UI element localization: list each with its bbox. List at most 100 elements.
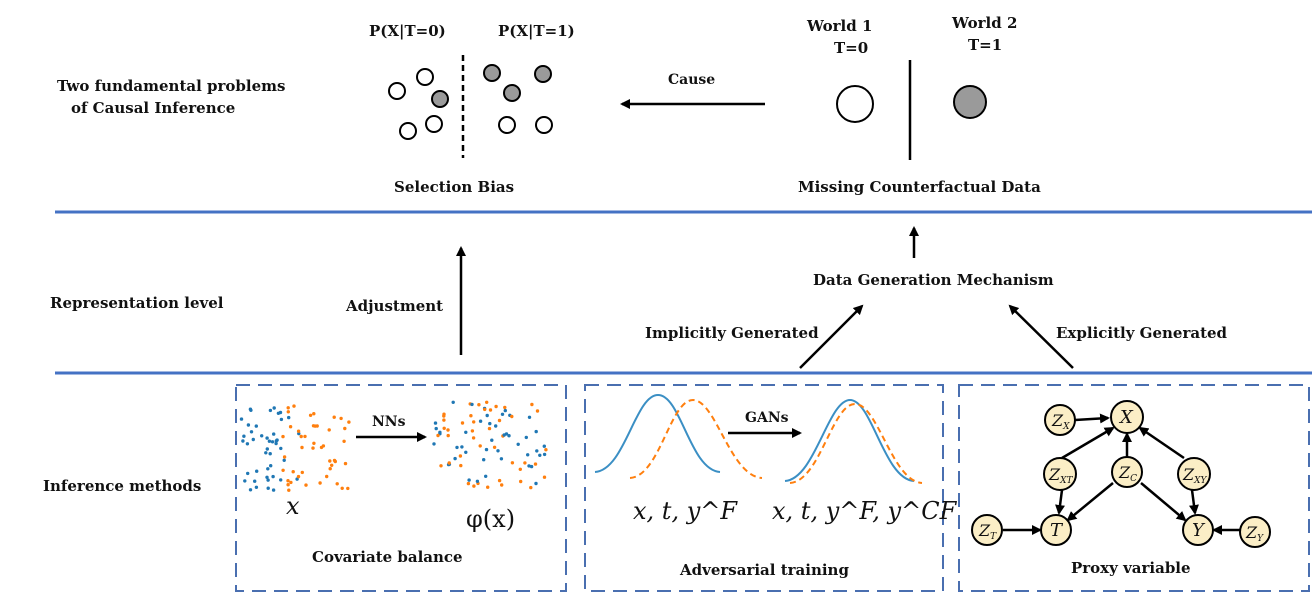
math-xty-f-cf: x, t, y^F, y^CF <box>772 497 957 525</box>
scatter-dot-blue <box>271 488 276 492</box>
scatter-dot-orange <box>300 470 304 475</box>
scatter-dot-orange <box>339 416 343 421</box>
proxy-box <box>958 384 1310 592</box>
scatter-dot-blue <box>542 452 547 457</box>
proxy-graph-nodes <box>971 400 1271 548</box>
scatter-original <box>239 404 351 492</box>
scatter-dot-blue <box>485 413 489 418</box>
scatter-dot-blue <box>266 486 270 490</box>
scatter-dot-blue <box>516 442 520 446</box>
scatter-dot-blue <box>524 435 528 440</box>
scatter-dot-orange <box>523 461 527 465</box>
scatter-dot-blue <box>269 464 273 468</box>
implicit-label: Implicitly Generated <box>645 324 819 342</box>
scatter-dot-blue <box>254 485 259 489</box>
scatter-dot-blue <box>451 400 455 404</box>
adversarial-box <box>584 384 944 592</box>
scatter-dot-blue <box>268 408 273 413</box>
scatter-dot-blue <box>279 417 284 422</box>
scatter-dot-blue <box>243 479 247 483</box>
scatter-dot-blue <box>245 442 250 446</box>
scatter-dot-orange <box>542 475 547 479</box>
scatter-dot-orange <box>299 434 303 439</box>
explicit-label: Explicitly Generated <box>1056 324 1228 342</box>
counterfactual-caption: Missing Counterfactual Data <box>798 178 1041 196</box>
scatter-dot-orange <box>286 410 290 414</box>
scatter-dot-blue <box>534 429 538 434</box>
scatter-dot-blue <box>276 411 281 415</box>
scatter-dot-orange <box>343 426 347 431</box>
control-circle <box>416 68 434 86</box>
scatter-dot-blue <box>433 421 438 425</box>
scatter-dot-blue <box>488 421 492 426</box>
scatter-dot-blue <box>499 457 504 461</box>
proxy-caption: Proxy variable <box>1071 559 1191 577</box>
scatter-dot-orange <box>447 461 451 465</box>
scatter-dot-blue <box>279 446 283 451</box>
scatter-dot-orange <box>286 479 290 483</box>
scatter-dot-blue <box>526 453 530 457</box>
world1-label: World 1 <box>807 17 873 35</box>
scatter-dot-orange <box>335 482 339 486</box>
scatter-dot-orange <box>292 404 296 408</box>
treated-circle <box>483 64 501 82</box>
scatter-dot-orange <box>497 478 502 483</box>
level-label-inference: Inference methods <box>43 477 202 495</box>
scatter-dot-blue <box>254 424 258 428</box>
node-t <box>1040 514 1072 546</box>
scatter-dot-blue <box>455 445 459 450</box>
node-label-t: T <box>1050 520 1064 541</box>
implicit-arrow <box>799 304 864 369</box>
scatter-dot-orange <box>486 485 490 489</box>
math-xty-f: x, t, y^F <box>633 497 738 525</box>
scatter-dot-blue <box>282 458 286 462</box>
scatter-dot-orange <box>287 488 291 492</box>
node-x <box>1110 400 1144 434</box>
scatter-dot-blue <box>507 434 511 438</box>
scatter-dot-orange <box>328 467 332 471</box>
scatter-dot-orange <box>442 418 446 422</box>
curve-orange-left <box>629 398 763 479</box>
curve-blue-right <box>784 398 915 482</box>
scatter-dot-orange <box>281 434 285 439</box>
scatter-dot-orange <box>487 426 492 431</box>
scatter-dot-blue <box>504 432 509 436</box>
scatter-dot-blue <box>529 464 534 469</box>
control-circle <box>498 116 516 134</box>
scatter-dot-blue <box>268 452 272 456</box>
scatter-dot-orange <box>471 436 476 440</box>
scatter-dot-blue <box>534 481 538 486</box>
scatter-dot-orange <box>477 403 481 407</box>
scatter-dot-blue <box>470 402 474 407</box>
scatter-dot-blue <box>527 415 532 419</box>
scatter-dot-orange <box>497 418 502 423</box>
scatter-dot-blue <box>265 475 269 479</box>
scatter-dot-blue <box>246 423 251 427</box>
nns-label: NNs <box>372 414 406 430</box>
scatter-dot-orange <box>494 404 498 409</box>
scatter-dot-blue <box>272 432 276 436</box>
scatter-dot-orange <box>300 445 304 450</box>
scatter-dot-orange <box>330 463 334 467</box>
scatter-dot-blue <box>267 439 272 443</box>
control-circle <box>535 116 553 134</box>
scatter-dot-blue <box>482 458 486 462</box>
scatter-dot-blue <box>266 467 270 471</box>
proxy-node-labels: ZX X ZXT ZC ZXY ZT T Y ZY <box>978 407 1264 544</box>
scatter-dot-orange <box>510 461 515 465</box>
scatter-dot-blue <box>260 434 264 438</box>
scatter-dot-blue <box>251 437 255 442</box>
scatter-dot-orange <box>286 483 290 487</box>
scatter-dot-orange <box>544 448 548 452</box>
scatter-dot-blue <box>241 439 245 443</box>
scatter-dot-blue <box>496 449 500 453</box>
scatter-dot-blue <box>475 479 480 483</box>
node-zx <box>1044 404 1076 436</box>
scatter-dot-orange <box>518 467 522 471</box>
control-circle <box>399 122 417 140</box>
level-label-top-line2: of Causal Inference <box>71 99 236 117</box>
scatter-dot-orange <box>446 428 450 432</box>
scatter-dot-blue <box>500 412 505 416</box>
scatter-dot-orange <box>492 445 497 449</box>
scatter-dot-orange <box>342 439 346 443</box>
